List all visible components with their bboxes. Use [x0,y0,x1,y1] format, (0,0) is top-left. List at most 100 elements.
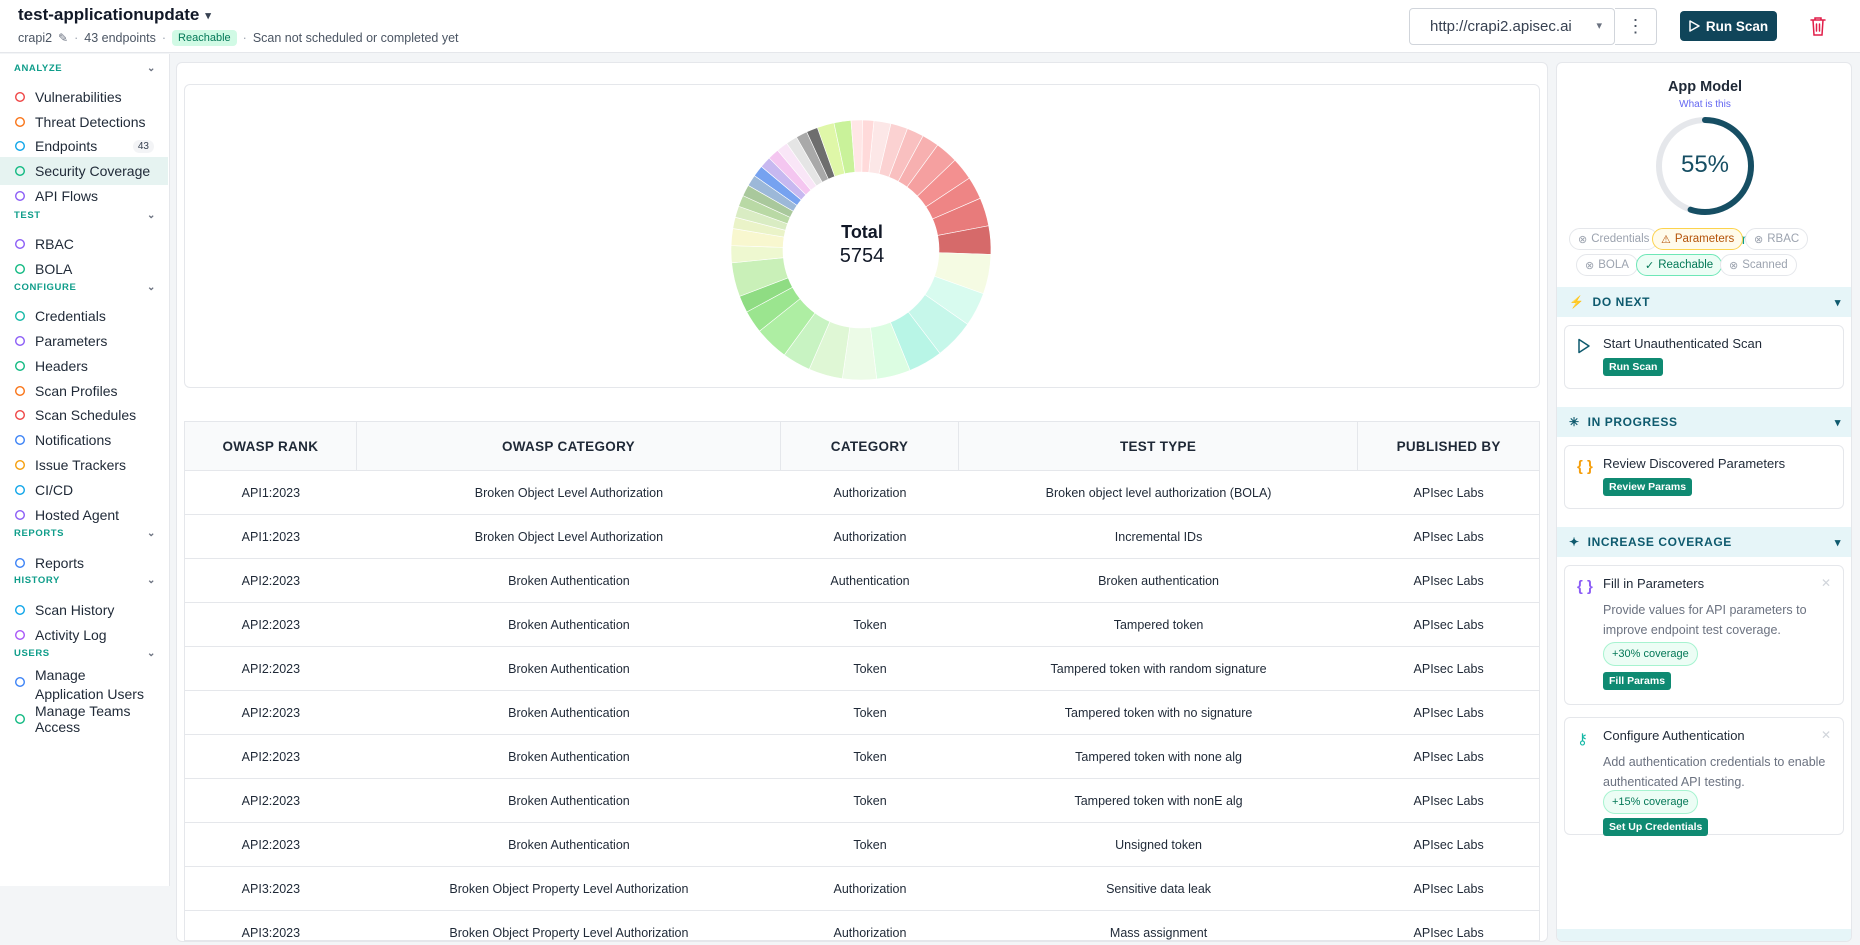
edit-icon[interactable]: ✎ [58,31,69,45]
sidebar-item-activity-log[interactable]: Activity Log [0,621,168,649]
table-cell: API3:2023 [241,925,301,940]
table-row[interactable]: API2:2023 Broken Authentication Token Tampe… [185,691,1539,735]
sidebar-item-ci-cd[interactable]: CI/CD [0,476,168,504]
sidebar-item-notifications[interactable]: Notifications [0,426,168,454]
sidebar-item-reports[interactable]: Reports [0,549,168,577]
donut-slice[interactable] [861,119,875,173]
table-row[interactable]: API1:2023 Broken Object Level Authorizati… [185,471,1539,515]
section-title: HISTORY [14,575,60,586]
next-section-header[interactable] [1557,929,1851,941]
set-up-credentials-button[interactable]: Set Up Credentials [1603,818,1709,836]
sidebar-item-headers[interactable]: Headers [0,352,168,380]
what-is-this-link[interactable]: What is this [1679,99,1731,110]
sidebar-section-users[interactable]: USERS ⌄ [14,648,156,659]
table-cell: Broken authentication [1098,573,1220,588]
sidebar-section-history[interactable]: HISTORY ⌄ [14,575,156,586]
table-cell: API2:2023 [241,793,301,808]
sidebar-item-label: Notifications [35,432,112,448]
app-selector[interactable]: test-applicationupdate ▾ [18,5,211,25]
sparkle-icon: ✦ [1569,535,1580,549]
table-row[interactable]: API1:2023 Broken Object Level Authorizati… [185,515,1539,559]
do-next-header[interactable]: ⚡ DO NEXT ▾ [1557,287,1851,317]
sidebar-item-scan-schedules[interactable]: Scan Schedules [0,401,168,429]
sidebar-section-configure[interactable]: CONFIGURE ⌄ [14,282,156,293]
increase-coverage-header[interactable]: ✦ INCREASE COVERAGE ▾ [1557,527,1851,557]
chip-label: Reachable [1658,259,1714,271]
table-cell: Authorization [833,881,907,896]
sidebar-item-manage-application-users[interactable]: Manage Application Users [0,664,168,704]
sidebar-item-label: Vulnerabilities [35,89,122,105]
sidebar-section-test[interactable]: TEST ⌄ [14,210,156,221]
table-cell: Authentication [830,573,910,588]
in-progress-card: { } Review Discovered Parameters Review … [1564,445,1844,509]
sidebar-item-label: Manage Teams Access [35,703,131,735]
sidebar-item-manage-teams-access[interactable]: Manage Teams Access [0,703,168,735]
run-scan-button[interactable]: Run Scan [1680,11,1777,41]
sidebar-section-reports[interactable]: REPORTS ⌄ [14,528,156,539]
sidebar-item-security-coverage[interactable]: Security Coverage [0,157,168,185]
do-next-card-title: Start Unauthenticated Scan [1603,336,1762,351]
url-select[interactable]: http://crapi2.apisec.ai ▾ [1409,8,1615,45]
table-row[interactable]: API2:2023 Broken Authentication Token Tampe… [185,603,1539,647]
table-row[interactable]: API2:2023 Broken Authentication Token Unsig… [185,823,1539,867]
sidebar-item-endpoints[interactable]: Endpoints 43 [0,132,168,160]
column-header-owasp-rank[interactable]: OWASP RANK [185,422,357,470]
table-cell: Broken Object Level Authorization [474,485,664,500]
chip-label: Scanned [1742,259,1788,271]
sidebar-item-credentials[interactable]: Credentials [0,302,168,330]
table-row[interactable]: API2:2023 Broken Authentication Token Tampe… [185,647,1539,691]
chevron-down-icon: ▾ [1834,416,1841,429]
radar-icon [14,116,26,128]
sidebar-item-bola[interactable]: BOLA [0,255,168,283]
table-cell: API2:2023 [241,749,301,764]
sidebar-item-label: Endpoints [35,138,98,154]
section-title: REPORTS [14,528,65,539]
history-icon [14,604,26,616]
users-icon [14,676,26,688]
status-chip-credentials: ⊗ Credentials [1569,228,1659,250]
sidebar-item-rbac[interactable]: RBAC [0,230,168,258]
sidebar-item-scan-history[interactable]: Scan History [0,596,168,624]
sidebar-section-analyze[interactable]: ANALYZE ⌄ [14,63,156,74]
key-icon [14,310,26,322]
configure-auth-desc: Add authentication credentials to enable… [1603,755,1826,789]
table-row[interactable]: API3:2023 Broken Object Property Level Au… [185,911,1539,940]
table-row[interactable]: API2:2023 Broken Authentication Token Tampe… [185,735,1539,779]
table-cell: Incremental IDs [1114,529,1203,544]
close-icon[interactable]: ✕ [1820,576,1831,590]
table-cell: APIsec Labs [1413,573,1484,588]
donut-center: Total 5754 [762,222,962,268]
chevron-down-icon: ⌄ [147,528,156,539]
table-row[interactable]: API3:2023 Broken Object Property Level Au… [185,867,1539,911]
sidebar-item-scan-profiles[interactable]: Scan Profiles [0,377,168,405]
table-row[interactable]: API2:2023 Broken Authentication Token Tampe… [185,779,1539,823]
card-run-scan-button[interactable]: Run Scan [1603,358,1664,376]
column-header-category[interactable]: CATEGORY [781,422,959,470]
sidebar-item-threat-detections[interactable]: Threat Detections [0,108,168,136]
review-params-button[interactable]: Review Params [1603,478,1693,496]
column-header-test-type[interactable]: TEST TYPE [959,422,1359,470]
table-cell: Token [853,837,887,852]
sidebar-item-vulnerabilities[interactable]: Vulnerabilities [0,83,168,111]
in-progress-header[interactable]: ✳ IN PROGRESS ▾ [1557,407,1851,437]
run-scan-label: Run Scan [1705,18,1769,34]
coverage-gain-pill: +15% coverage [1603,790,1698,814]
sidebar-item-label: Security Coverage [35,163,151,179]
table-cell: API1:2023 [241,485,301,500]
close-icon[interactable]: ✕ [1820,728,1831,742]
status-chip-reachable: ✓ Reachable [1636,254,1723,276]
flow-icon [14,190,26,202]
sidebar-item-parameters[interactable]: Parameters [0,327,168,355]
sidebar-item-issue-trackers[interactable]: Issue Trackers [0,451,168,479]
chip-label: Parameters [1674,233,1735,245]
sidebar-item-hosted-agent[interactable]: Hosted Agent [0,501,168,529]
table-cell: Broken Object Level Authorization [474,529,664,544]
more-options-button[interactable]: ⋮ [1615,8,1657,45]
trash-icon[interactable] [1808,15,1828,37]
sidebar-item-api-flows[interactable]: API Flows [0,182,168,210]
column-header-published-by[interactable]: PUBLISHED BY [1396,438,1501,454]
column-header-owasp-category[interactable]: OWASP CATEGORY [357,422,782,470]
fill-params-button[interactable]: Fill Params [1603,672,1672,690]
sidebar-item-label: Scan Profiles [35,383,118,399]
table-row[interactable]: API2:2023 Broken Authentication Authentica… [185,559,1539,603]
